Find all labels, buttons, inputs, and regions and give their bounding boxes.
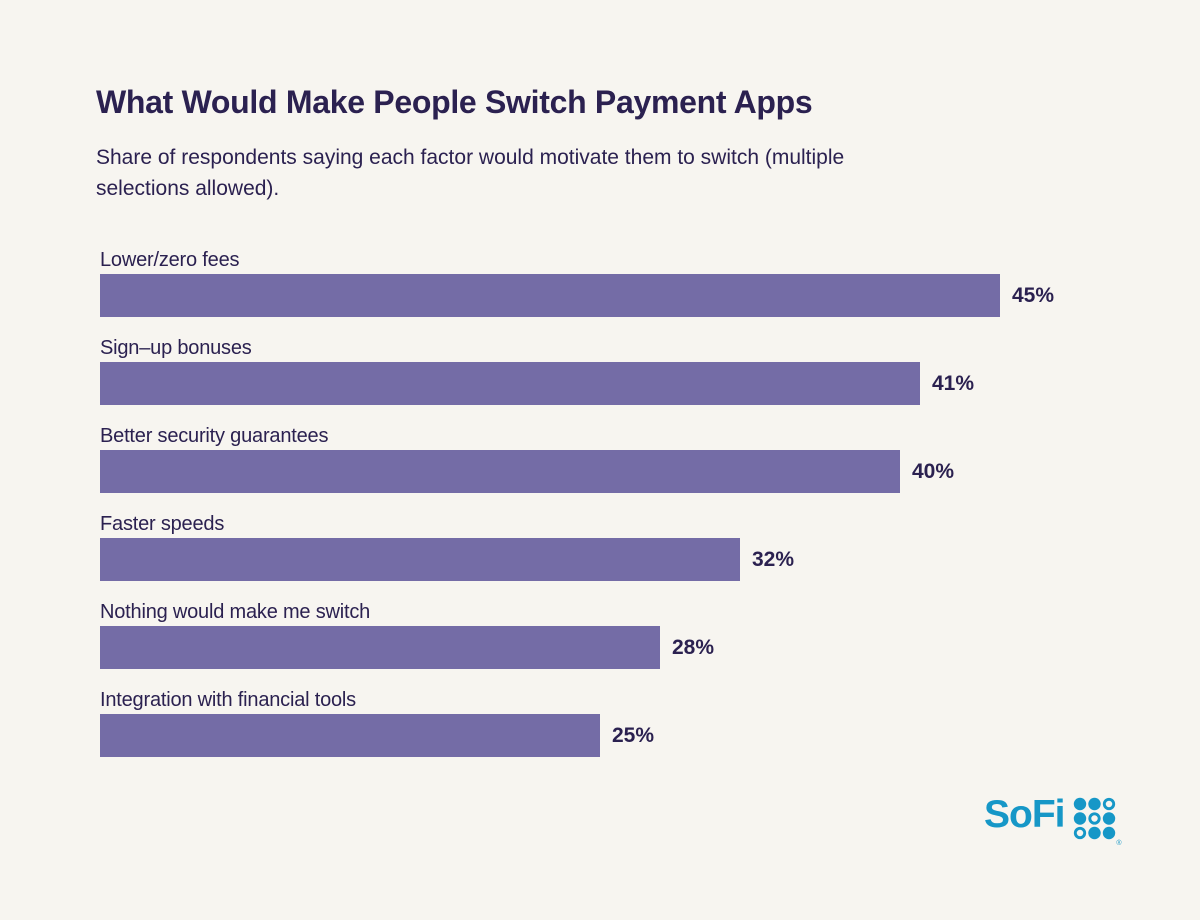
chart-subtitle-line-2: selections allowed).	[96, 177, 280, 200]
bar-line: 41%	[100, 362, 1160, 405]
sofi-logo: SoFi ®	[984, 793, 1122, 847]
registered-trademark-icon: ®	[1116, 840, 1122, 847]
bar	[100, 714, 600, 757]
bar	[100, 538, 740, 581]
bar-value: 40%	[912, 459, 955, 483]
bar-line: 28%	[100, 626, 1160, 669]
bar-label: Integration with financial tools	[100, 689, 356, 711]
sofi-logo-text: SoFi	[984, 793, 1065, 836]
bar-value: 45%	[1012, 283, 1055, 307]
sofi-dots-icon	[1073, 797, 1115, 840]
bar-row: Faster speeds 32%	[100, 514, 1160, 581]
bar-row: Better security guarantees 40%	[100, 426, 1160, 493]
bar-line: 45%	[100, 274, 1160, 317]
bar	[100, 626, 660, 669]
chart-subtitle: Share of respondents saying each factor …	[96, 142, 844, 204]
bar-value: 32%	[752, 547, 795, 571]
bar	[100, 362, 920, 405]
bar-row: Integration with financial tools 25%	[100, 690, 1160, 757]
bar-line: 25%	[100, 714, 1160, 757]
sofi-logo-dots-wrap: ®	[1073, 797, 1122, 847]
bar-label: Faster speeds	[100, 513, 225, 535]
bar-row: Lower/zero fees 45%	[100, 250, 1160, 317]
horizontal-bar-chart: Lower/zero fees 45% Sign–up bonuses 41% Bett…	[100, 250, 1160, 778]
bar	[100, 450, 900, 493]
bar-label: Better security guarantees	[100, 425, 329, 447]
bar-value: 25%	[612, 723, 655, 747]
chart-subtitle-line-1: Share of respondents saying each factor …	[96, 146, 845, 169]
bar-row: Nothing would make me switch 28%	[100, 602, 1160, 669]
bar-label: Nothing would make me switch	[100, 601, 371, 623]
bar-label: Sign–up bonuses	[100, 337, 252, 359]
bar-value: 41%	[932, 371, 975, 395]
bar	[100, 274, 1000, 317]
bar-label: Lower/zero fees	[100, 249, 240, 271]
bar-value: 28%	[672, 635, 715, 659]
bar-line: 32%	[100, 538, 1160, 581]
chart-title: What Would Make People Switch Payment Ap…	[96, 84, 813, 120]
bar-row: Sign–up bonuses 41%	[100, 338, 1160, 405]
bar-line: 40%	[100, 450, 1160, 493]
